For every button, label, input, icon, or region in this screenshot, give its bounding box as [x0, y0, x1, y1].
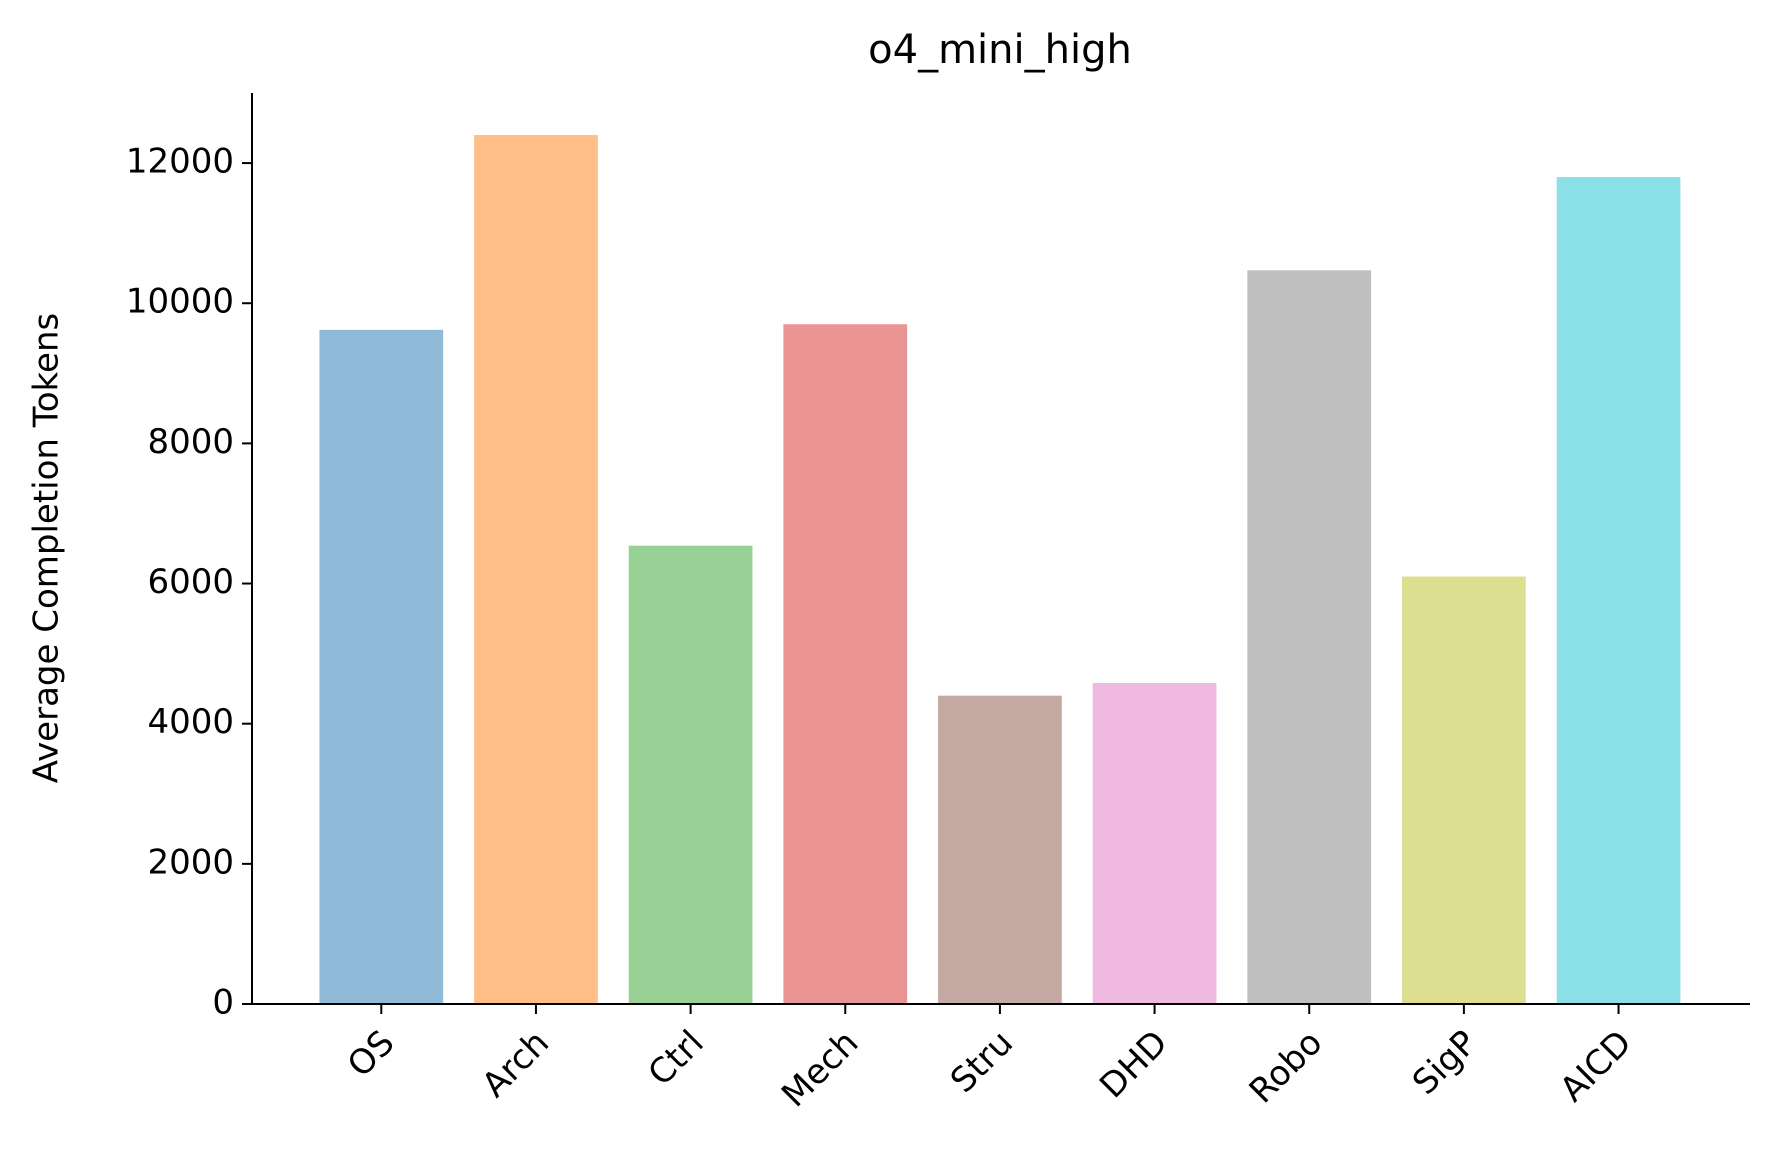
bar	[474, 135, 598, 1005]
bar	[938, 695, 1062, 1004]
bar	[1402, 576, 1526, 1004]
bar	[783, 324, 908, 1004]
y-tick-label: 6000	[147, 562, 234, 602]
x-tick-label: DHD	[1092, 1023, 1175, 1106]
y-tick-label: 2000	[147, 842, 234, 882]
y-tick-label: 4000	[147, 702, 234, 742]
x-tick-label: Mech	[774, 1023, 866, 1115]
y-tick-label: 8000	[147, 422, 234, 462]
y-tick-label: 12000	[126, 142, 234, 182]
x-tick-label: Robo	[1242, 1023, 1331, 1112]
bar	[1556, 177, 1681, 1005]
x-tick-label: OS	[340, 1023, 402, 1085]
x-tick-label: Stru	[943, 1023, 1021, 1101]
x-tick-label: Arch	[474, 1023, 557, 1106]
bar	[628, 545, 753, 1004]
chart-title: o4_mini_high	[868, 27, 1132, 73]
x-tick-label: SigP	[1405, 1023, 1485, 1103]
bar	[319, 329, 444, 1004]
y-tick-label: 0	[212, 983, 234, 1023]
y-axis-label: Average Completion Tokens	[27, 313, 67, 783]
bar	[1092, 683, 1217, 1004]
x-tick-label: AICD	[1552, 1023, 1639, 1110]
y-tick-label: 10000	[126, 282, 234, 322]
x-tick-label: Ctrl	[641, 1023, 712, 1094]
bar	[1247, 270, 1372, 1004]
